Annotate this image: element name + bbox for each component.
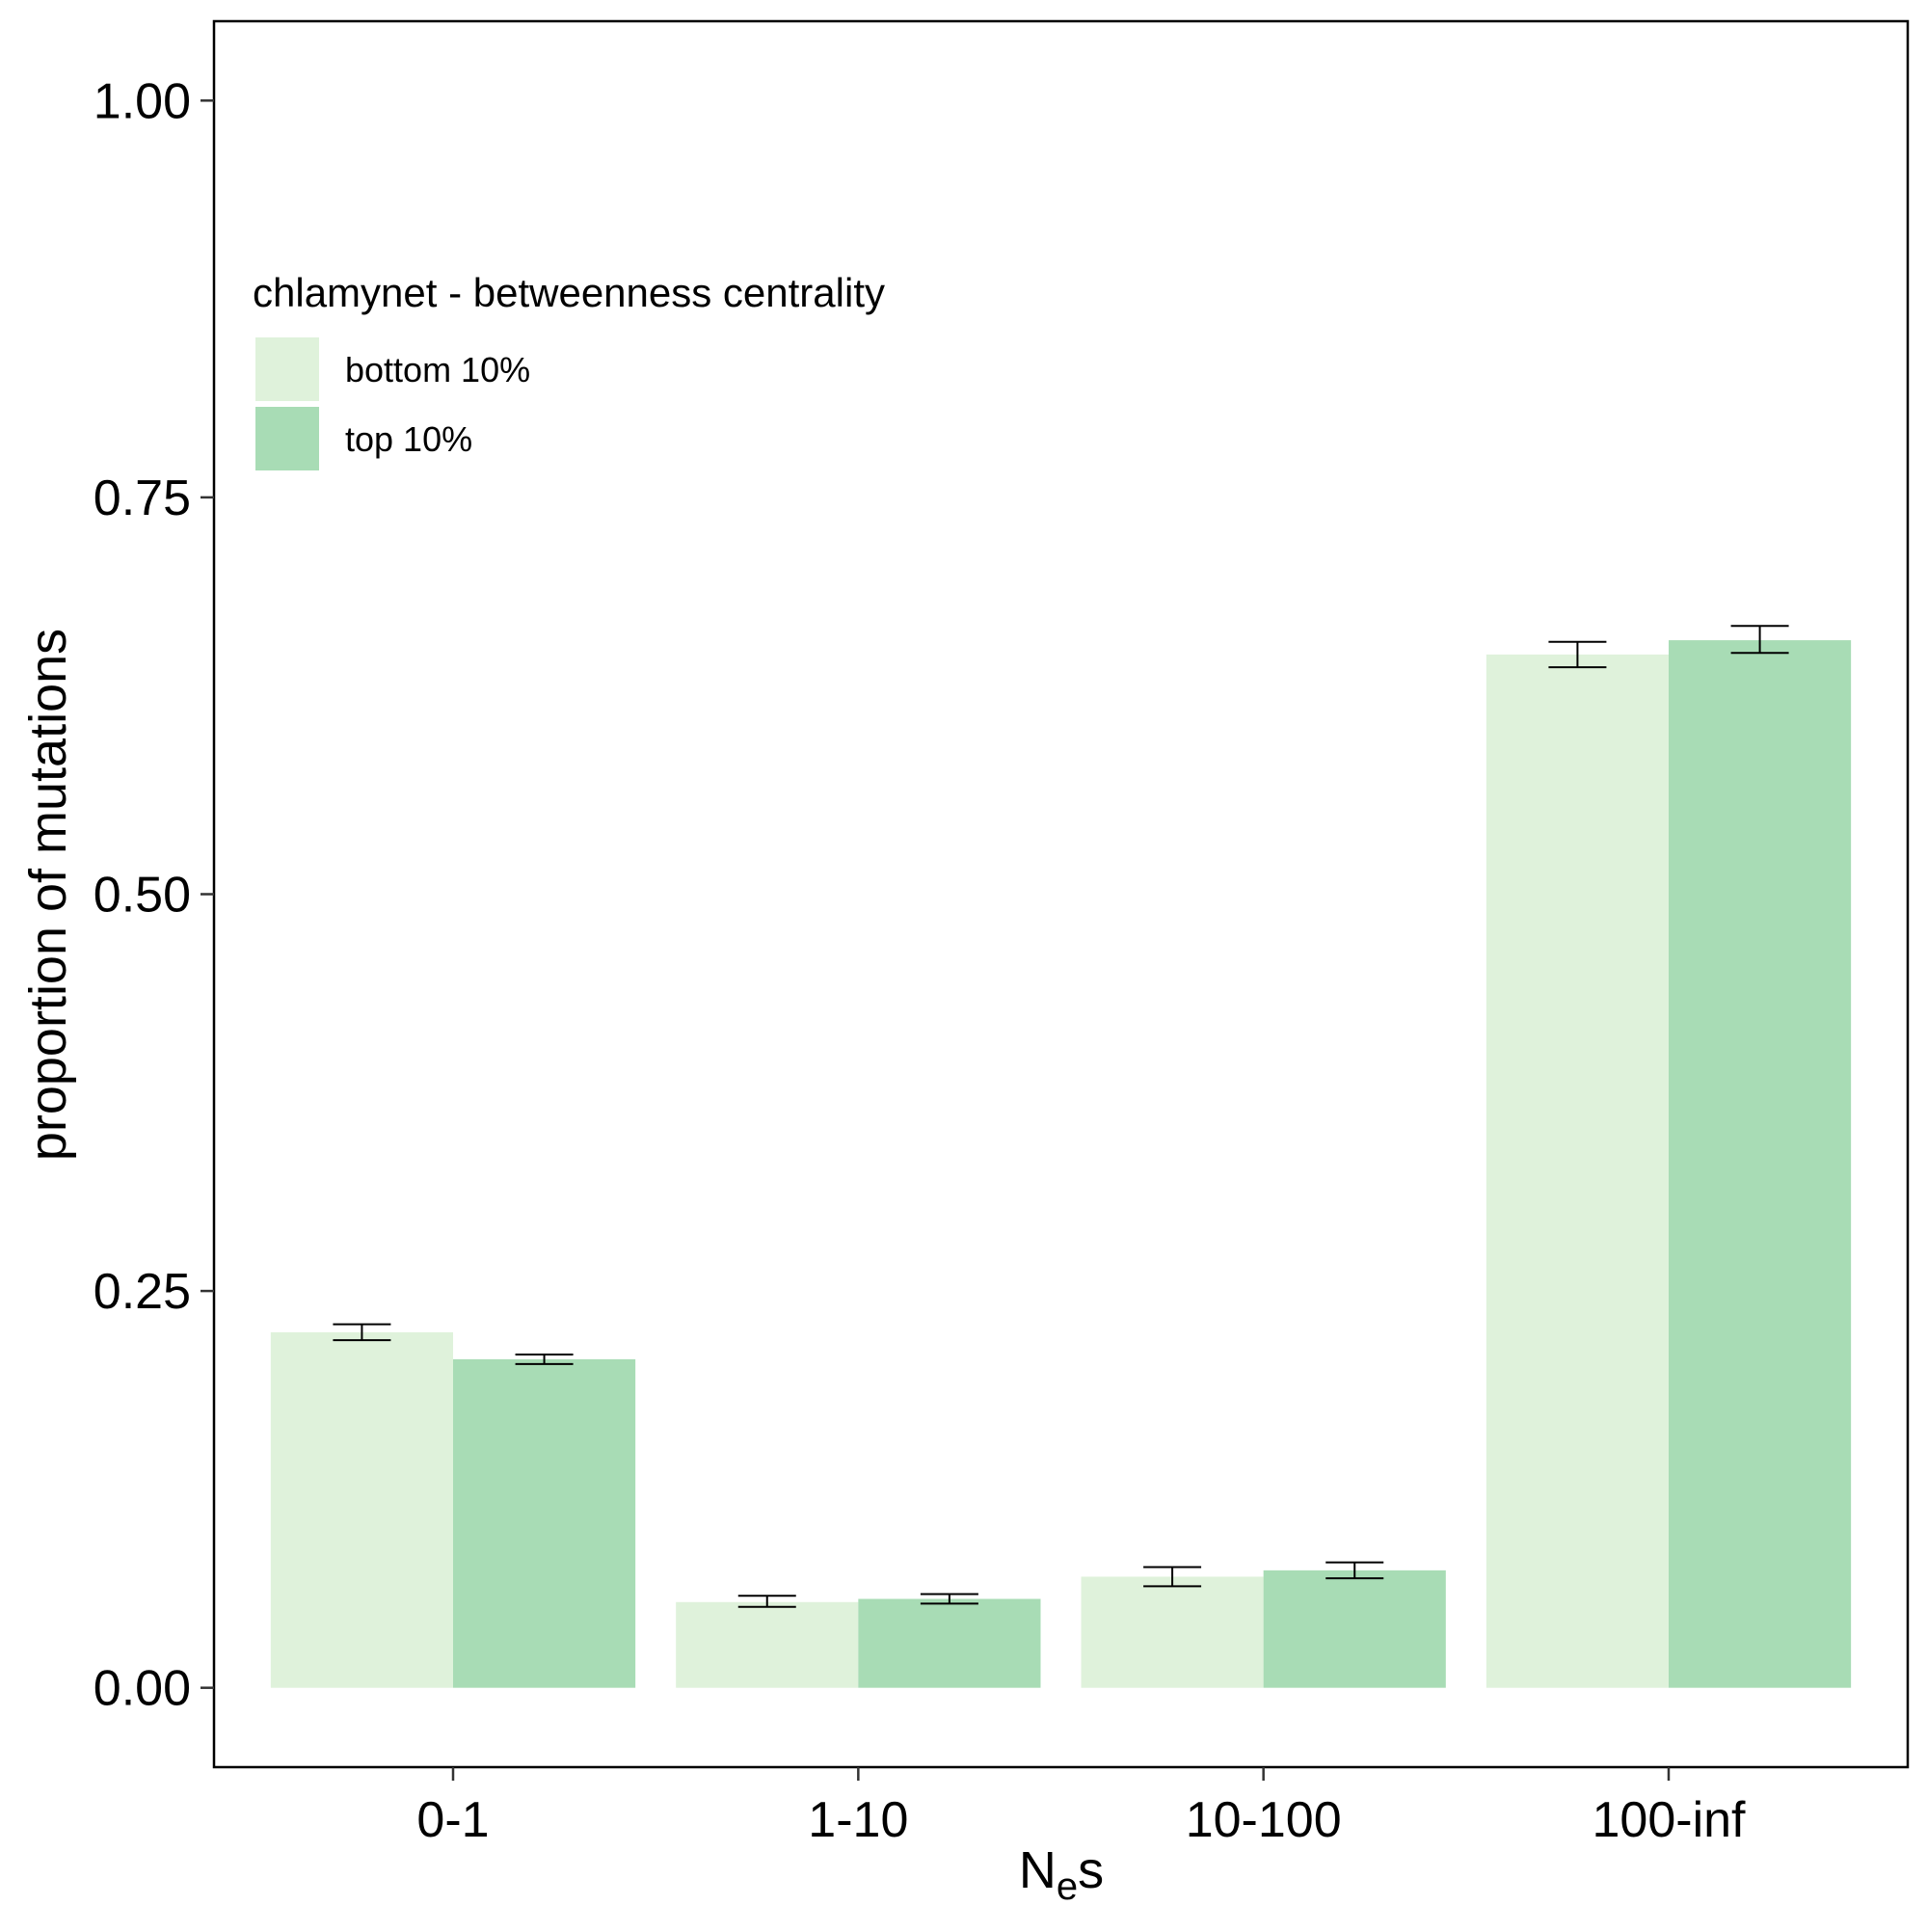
bar	[270, 1331, 453, 1688]
y-tick-label: 0.50	[94, 868, 191, 924]
bar	[452, 1358, 636, 1688]
error-bar	[920, 1593, 978, 1605]
x-axis-title-suffix: s	[1078, 1841, 1104, 1899]
y-axis-title: proportion of mutations	[19, 629, 77, 1161]
x-tick-label: 10-100	[1186, 1792, 1342, 1848]
error-bar	[1548, 640, 1607, 669]
bar	[676, 1601, 859, 1688]
bar	[1669, 640, 1852, 1688]
y-tick-label: 0.00	[94, 1661, 191, 1717]
legend-label: bottom 10%	[345, 350, 530, 389]
error-bars-group	[333, 625, 1789, 1608]
legend: chlamynet - betweenness centrality botto…	[253, 270, 885, 470]
x-tick-label: 1-10	[808, 1792, 908, 1848]
error-bar	[1730, 625, 1789, 655]
error-bar	[333, 1323, 391, 1342]
x-axis-title: Nes	[1019, 1841, 1104, 1908]
x-axis-title-subscript: e	[1057, 1865, 1078, 1908]
bar	[1263, 1570, 1446, 1688]
legend-key	[255, 407, 319, 470]
legend-label: top 10%	[345, 419, 472, 459]
y-axis: 0.00 0.25 0.50 0.75 1.00	[94, 73, 214, 1717]
x-tick-label: 100-inf	[1592, 1792, 1747, 1848]
bar	[1081, 1576, 1264, 1688]
x-tick-label: 0-1	[416, 1792, 489, 1848]
bars-group	[270, 640, 1852, 1688]
bar	[858, 1598, 1041, 1688]
bar	[1485, 654, 1670, 1688]
error-bar	[1143, 1566, 1202, 1588]
error-bar	[737, 1595, 796, 1608]
y-tick-label: 0.25	[94, 1264, 191, 1320]
y-tick-label: 1.00	[94, 73, 191, 129]
error-bar	[1325, 1561, 1384, 1580]
error-bar	[515, 1353, 574, 1365]
x-axis: 0-1 1-10 10-100 100-inf	[416, 1767, 1746, 1848]
legend-title: chlamynet - betweenness centrality	[253, 270, 885, 315]
y-tick-label: 0.75	[94, 470, 191, 526]
legend-key	[255, 337, 319, 401]
x-axis-title-main: N	[1019, 1841, 1057, 1899]
